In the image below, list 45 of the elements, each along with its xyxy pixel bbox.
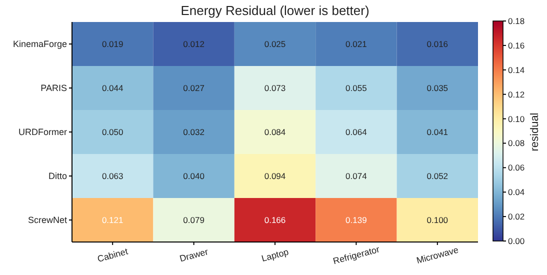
color-bar-label: 0.10	[508, 114, 525, 124]
data-label: 0.121	[102, 214, 124, 225]
data-label: 0.100	[426, 214, 448, 225]
y-tick-label: URDFormer	[18, 127, 67, 138]
color-bar-label: 0.06	[508, 162, 525, 173]
data-label: 0.074	[346, 170, 368, 181]
color-bar-label: 0.08	[508, 138, 525, 148]
data-label: 0.166	[264, 214, 286, 225]
chart-title: Energy Residual (lower is better)	[180, 3, 370, 18]
data-label: 0.079	[183, 214, 205, 225]
x-tick-label: Cabinet	[96, 246, 130, 264]
color-bar-label: 0.02	[508, 212, 525, 222]
data-label: 0.055	[346, 82, 368, 93]
data-label: 0.040	[183, 170, 205, 181]
x-tick-label: Drawer	[178, 246, 210, 264]
data-label: 0.094	[264, 170, 286, 181]
color-bar-label: 0.00	[508, 236, 525, 246]
color-bar-label: 0.18	[508, 16, 525, 26]
y-tick-label: PARIS	[40, 83, 67, 94]
color-bar-label: 0.12	[508, 89, 525, 100]
data-label: 0.084	[264, 126, 286, 137]
data-label: 0.027	[183, 82, 205, 93]
data-label: 0.021	[346, 38, 368, 49]
data-label: 0.052	[426, 170, 448, 181]
color-bar-label: 0.04	[508, 187, 525, 198]
x-tick-label: Laptop	[260, 246, 290, 264]
data-label: 0.139	[346, 214, 368, 225]
color-bar-label: 0.16	[508, 40, 525, 50]
data-label: 0.012	[183, 38, 205, 49]
data-label: 0.019	[102, 38, 124, 49]
data-label: 0.064	[346, 126, 368, 137]
y-tick-label: ScrewNet	[28, 215, 68, 226]
data-label: 0.063	[102, 170, 124, 181]
y-tick-label: KinemaForge	[12, 39, 67, 50]
color-bar-title: residual	[529, 112, 541, 152]
y-tick-label: Ditto	[48, 171, 67, 182]
data-label: 0.044	[102, 82, 124, 93]
data-label: 0.025	[264, 38, 286, 49]
data-label: 0.073	[264, 82, 286, 93]
data-label: 0.050	[102, 126, 124, 137]
data-label: 0.016	[426, 38, 448, 49]
data-label: 0.041	[426, 126, 448, 137]
data-label: 0.032	[183, 126, 205, 137]
data-label: 0.035	[426, 82, 448, 93]
color-bar-label: 0.14	[508, 64, 525, 75]
